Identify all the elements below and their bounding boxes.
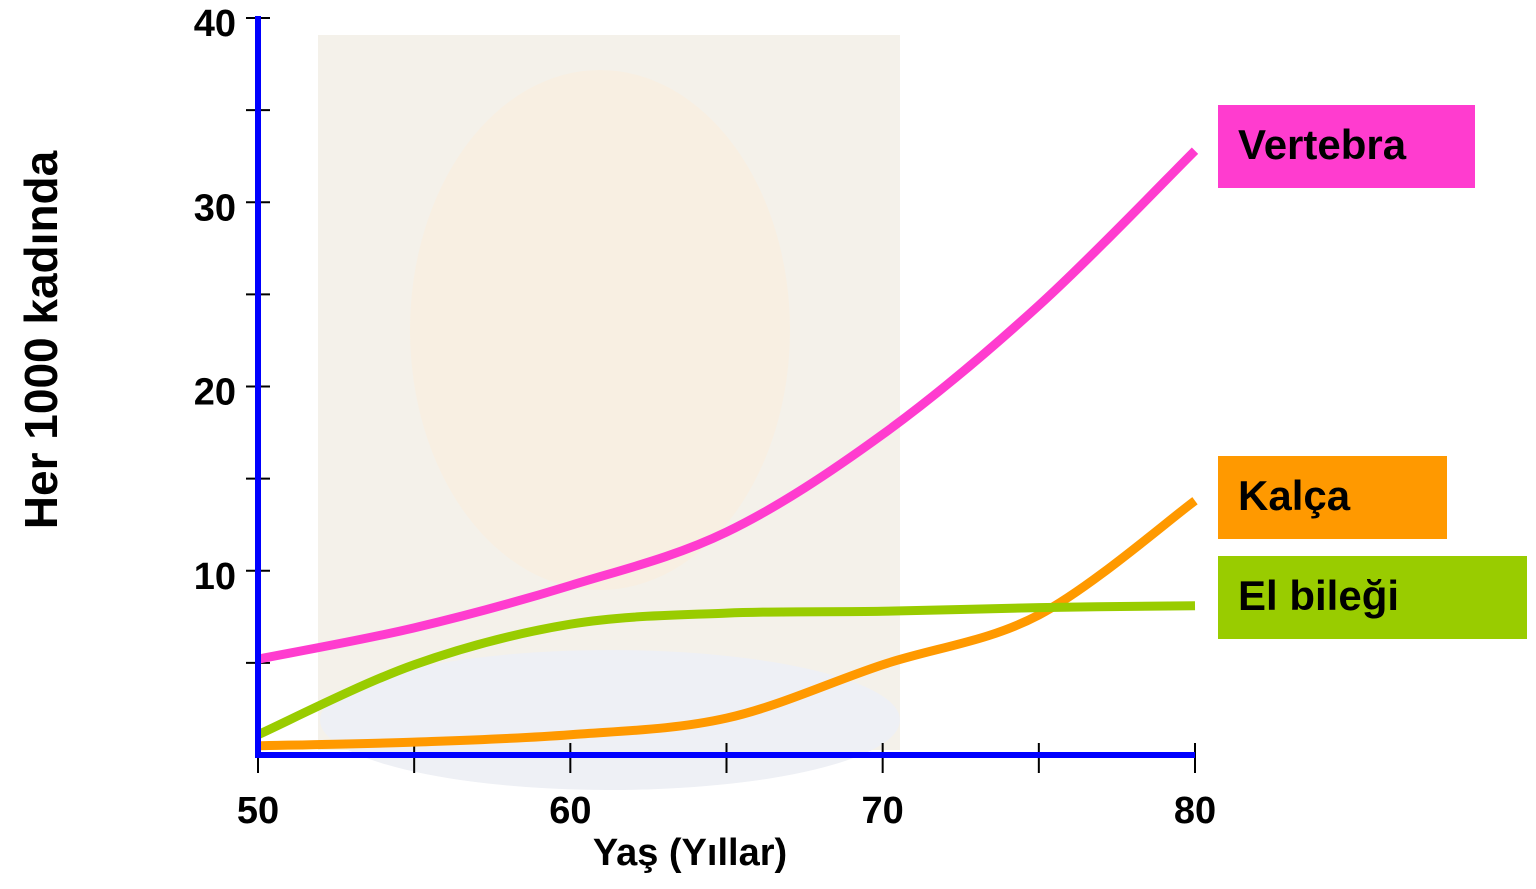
legend-box (1218, 456, 1447, 539)
photo-face (410, 70, 790, 590)
series-line (257, 147, 1199, 664)
y-axis-title: Her 1000 kadında (15, 150, 67, 529)
x-tick-label: 60 (549, 790, 591, 832)
x-tick-label: 50 (237, 790, 279, 832)
legend-box (1218, 556, 1527, 639)
legend-label: Vertebra (1238, 121, 1407, 168)
y-tick-label: 10 (194, 556, 236, 598)
y-tick-label: 30 (194, 187, 236, 229)
series-line (256, 601, 1196, 739)
series-line (257, 497, 1198, 751)
y-tick-label: 40 (194, 3, 236, 45)
legend-label: El bileği (1238, 572, 1399, 619)
y-tick-label: 20 (194, 372, 236, 414)
x-tick-label: 70 (862, 790, 904, 832)
legend-box (1218, 105, 1475, 188)
x-axis-title: Yaş (Yıllar) (593, 832, 787, 874)
legend-label: Kalça (1238, 472, 1351, 519)
x-tick-label: 80 (1174, 790, 1216, 832)
